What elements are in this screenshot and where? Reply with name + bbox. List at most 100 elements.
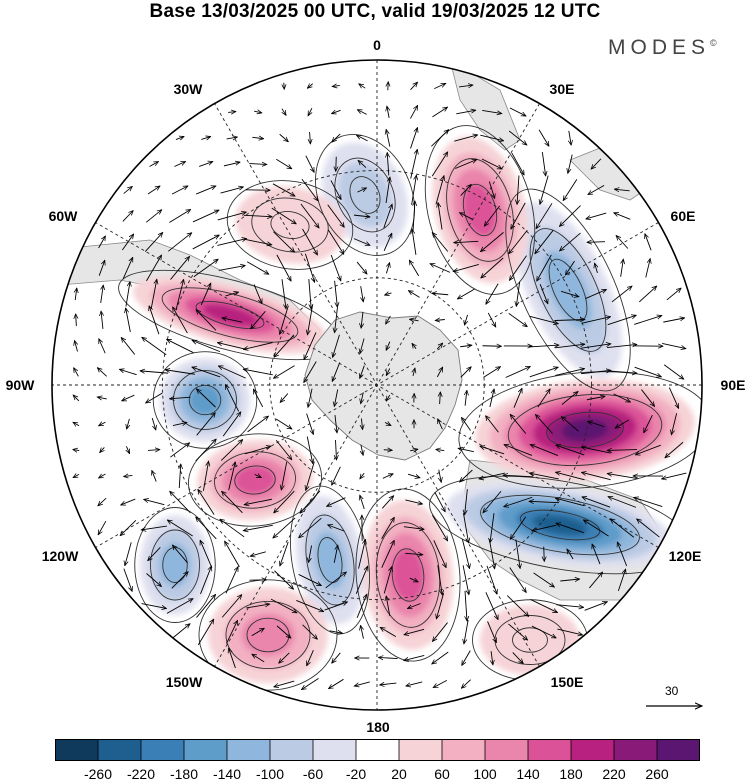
wind-vector (638, 286, 656, 303)
wind-vector (301, 678, 319, 689)
lon-label-120w: 120W (41, 548, 79, 564)
wind-vector (386, 315, 391, 324)
wind-vector (357, 187, 366, 193)
colorbar-tick-label: -100 (255, 766, 285, 782)
wind-vector (195, 186, 216, 195)
wind-vector (125, 282, 130, 307)
contour-neg-150W-180-1 (305, 514, 355, 606)
wind-vector (491, 651, 493, 665)
colorbar-swatch-2 (141, 739, 185, 761)
wind-vector (101, 311, 103, 329)
wind-vector (276, 625, 291, 638)
wind-vector (561, 417, 579, 432)
wind-vector (126, 308, 131, 333)
wind-vector (508, 623, 527, 640)
wind-vector (247, 416, 269, 433)
contour-neg-120E-2 (519, 509, 601, 541)
wind-vector (460, 367, 471, 378)
wind-vector (555, 498, 585, 507)
wind-vector (251, 628, 265, 637)
colorbar-swatch-3 (184, 739, 228, 761)
colorbar-tick-label: -140 (212, 766, 242, 782)
wind-vector (225, 385, 240, 412)
wind-vector (179, 464, 181, 489)
wind-vector (481, 158, 502, 169)
wind-vector (243, 215, 272, 216)
wind-vector (413, 368, 415, 377)
wind-vector (645, 259, 650, 278)
wind-vector (404, 628, 425, 634)
contour-pos-15E-30E-0 (424, 125, 536, 295)
contour-neg-120E-1 (480, 494, 640, 556)
wind-vector (616, 235, 629, 249)
wind-vector (530, 444, 559, 456)
wind-vector (537, 389, 550, 408)
wind-vector (505, 366, 531, 378)
wind-vector (462, 565, 469, 594)
wind-vector (668, 387, 680, 409)
wind-vector (557, 628, 582, 635)
wind-vector (581, 447, 611, 454)
lon-label-0: 0 (373, 37, 381, 53)
wind-vector (167, 233, 192, 252)
wind-vector (671, 413, 678, 434)
wind-vector (532, 524, 557, 531)
wind-vector (583, 520, 609, 537)
wind-vector (280, 541, 289, 566)
colorbar-tick-label: -60 (302, 766, 324, 782)
wind-vector (171, 186, 188, 195)
wind-vector (517, 175, 519, 205)
contour-neg-15W-2 (349, 176, 381, 214)
wind-vector (479, 472, 506, 479)
wind-vector (335, 415, 337, 433)
anomaly-neg-15W-level-1 (338, 162, 392, 228)
wind-vector (148, 450, 160, 451)
wind-vector (581, 344, 611, 349)
wind-vector (383, 567, 392, 594)
colorbar (55, 739, 700, 761)
contour-pos-150W-0 (198, 579, 338, 691)
wind-vector (222, 491, 243, 514)
wind-vector (516, 281, 521, 307)
wind-vector (200, 566, 211, 595)
wind-vector (334, 389, 339, 407)
wind-vector (75, 288, 77, 301)
wind-vector (174, 161, 185, 167)
map-title: Base 13/03/2025 00 UTC, valid 19/03/2025… (149, 1, 601, 22)
wind-vector (327, 204, 345, 228)
wind-vector (309, 279, 311, 309)
contour-neg-90W-0 (152, 351, 258, 449)
wind-vector (149, 162, 159, 167)
wind-vector (614, 213, 631, 220)
wind-vector (141, 525, 167, 530)
wind-vector (328, 525, 345, 532)
wind-vector (251, 310, 266, 329)
wind-vector (634, 366, 662, 377)
wind-vector (126, 446, 131, 453)
wind-vector (123, 568, 132, 592)
wind-reference-label: 30 (665, 684, 679, 698)
wind-vector (200, 283, 212, 306)
wind-vector (332, 652, 341, 663)
wind-vector (361, 444, 363, 456)
wind-vector (463, 513, 468, 543)
wind-vector (217, 239, 246, 246)
contour-neg-120W-1 (150, 529, 200, 601)
wind-vector (641, 389, 654, 407)
colorbar-swatch-12 (571, 739, 615, 761)
wind-vector (228, 112, 236, 113)
wind-vector (98, 339, 106, 354)
wind-vector (413, 201, 415, 231)
wind-vector (595, 263, 598, 273)
wind-vector (608, 497, 637, 508)
africa-land (449, 60, 521, 151)
wind-vector (171, 572, 188, 589)
wind-vector (300, 203, 319, 228)
wind-vector (356, 594, 367, 619)
wind-vector (151, 417, 156, 430)
wind-vector (332, 362, 341, 382)
wind-vector (333, 334, 340, 358)
wind-vector (509, 107, 526, 116)
wind-vector (385, 368, 389, 375)
